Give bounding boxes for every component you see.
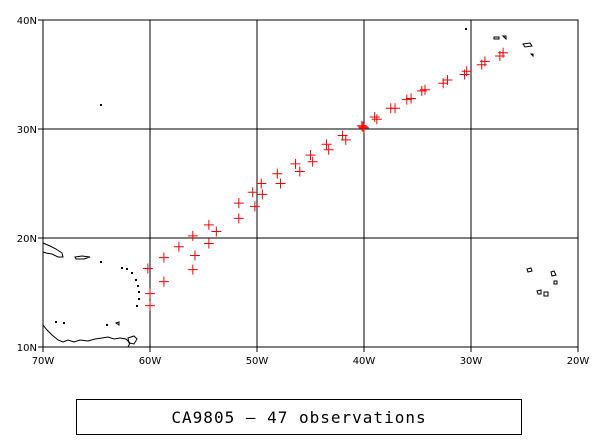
observation-marker xyxy=(233,198,244,209)
map-frame xyxy=(42,19,579,348)
observation-marker xyxy=(357,121,368,132)
x-tick-label: 40W xyxy=(353,356,376,367)
observation-marker xyxy=(249,201,260,212)
islet-i xyxy=(138,298,140,300)
observation-marker xyxy=(371,114,382,125)
observation-marker xyxy=(275,178,286,189)
observation-marker xyxy=(203,219,214,230)
x-tick-label: 20W xyxy=(567,356,590,367)
south-america-coast xyxy=(42,323,131,348)
cape-verde-2 xyxy=(550,270,557,277)
observation-markers xyxy=(142,47,509,311)
island-tobago xyxy=(114,321,120,326)
observation-marker xyxy=(442,74,453,85)
observation-marker xyxy=(158,252,169,263)
observation-marker xyxy=(305,150,316,161)
axis-tick-labels: 70W 60W 50W 40W 30W 20W 10N 20N 30N 40N xyxy=(17,16,590,367)
observation-marker xyxy=(203,238,214,249)
azores-1 xyxy=(522,42,533,48)
islet-m xyxy=(106,324,108,326)
map-grid xyxy=(38,19,579,352)
x-tick-label: 30W xyxy=(460,356,483,367)
observation-marker xyxy=(187,264,198,275)
bermuda xyxy=(100,104,102,106)
y-tick-label: 20N xyxy=(17,234,37,245)
observation-marker xyxy=(272,168,283,179)
observation-marker xyxy=(390,103,401,114)
cape-verde-3 xyxy=(553,280,558,285)
y-tick-label: 30N xyxy=(17,125,37,136)
island-pr xyxy=(74,255,91,260)
observation-marker xyxy=(479,56,490,67)
x-tick-label: 70W xyxy=(32,356,55,367)
observation-marker xyxy=(294,166,305,177)
azores-2 xyxy=(493,36,500,40)
observation-marker xyxy=(233,213,244,224)
observation-marker xyxy=(498,47,509,58)
x-tick-label: 50W xyxy=(246,356,269,367)
caption-box: CA9805 – 47 observations xyxy=(76,399,522,435)
cape-verde-4 xyxy=(536,289,542,295)
observation-marker xyxy=(337,130,348,141)
observation-marker xyxy=(401,94,412,105)
observation-marker xyxy=(419,84,430,95)
observation-marker xyxy=(256,178,267,189)
observation-marker xyxy=(323,144,334,155)
observation-marker xyxy=(247,187,258,198)
islet-g xyxy=(137,285,139,287)
cape-verde-5 xyxy=(543,291,549,297)
observation-marker xyxy=(321,139,332,150)
observation-marker xyxy=(359,122,369,133)
observation-marker xyxy=(369,112,380,123)
azores-3 xyxy=(501,35,507,41)
observation-marker xyxy=(145,300,155,311)
islet-k xyxy=(55,321,57,323)
y-tick-label: 10N xyxy=(17,343,37,354)
y-tick-label: 40N xyxy=(17,16,37,27)
azores-4 xyxy=(529,53,534,58)
islet-h xyxy=(138,291,140,293)
observation-marker xyxy=(307,156,318,167)
islet-f xyxy=(135,279,137,281)
observation-marker xyxy=(158,276,169,287)
observation-marker xyxy=(187,230,198,241)
observation-marker xyxy=(290,158,301,169)
islet-d xyxy=(126,268,128,270)
map-caption: CA9805 – 47 observations xyxy=(171,407,427,427)
coastlines xyxy=(42,35,558,348)
observation-marker xyxy=(461,66,472,77)
observation-marker xyxy=(142,263,153,274)
island-trinidad xyxy=(127,335,138,345)
observation-marker xyxy=(173,241,184,252)
hispaniola-coast xyxy=(42,242,64,258)
islet-e xyxy=(131,272,133,274)
islet-c xyxy=(121,267,123,269)
observation-marker xyxy=(189,250,200,261)
observation-marker xyxy=(406,93,417,104)
x-tick-label: 60W xyxy=(139,356,162,367)
islet-a xyxy=(465,28,467,30)
cape-verde-1 xyxy=(526,267,533,273)
small-islands xyxy=(55,28,467,326)
observation-marker xyxy=(211,226,222,237)
observation-marker xyxy=(145,288,155,299)
islet-b xyxy=(100,261,102,263)
islet-j xyxy=(136,305,138,307)
observation-marker xyxy=(356,120,367,131)
observation-marker xyxy=(257,189,268,200)
islet-l xyxy=(63,322,65,324)
